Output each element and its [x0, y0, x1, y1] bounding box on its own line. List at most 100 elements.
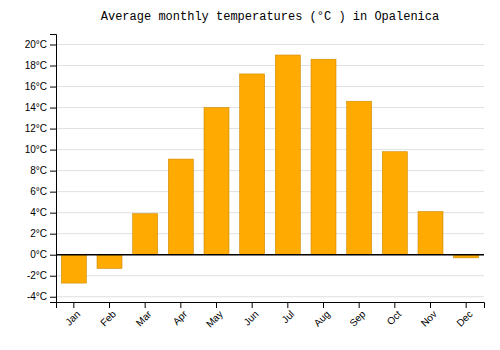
y-tick: 2°C — [30, 228, 56, 239]
x-tick-label: Jun — [241, 308, 260, 327]
x-tick: Jun — [241, 302, 260, 328]
y-tick: 4°C — [30, 207, 56, 218]
x-tick: Dec — [454, 302, 474, 329]
x-axis-line — [57, 303, 485, 309]
grid-line — [56, 128, 484, 129]
y-tick-label: -2°C — [27, 270, 47, 281]
grid-line — [56, 254, 484, 255]
x-tick: Feb — [98, 302, 118, 328]
bar — [240, 74, 265, 255]
x-tick-label: May — [204, 308, 225, 329]
grid-line — [56, 170, 484, 171]
y-tick-mark — [50, 297, 56, 298]
bar — [168, 159, 193, 255]
x-tick-label: Oct — [385, 308, 404, 327]
x-tick: Apr — [171, 302, 190, 327]
y-tick-mark — [50, 192, 56, 193]
grid-line — [56, 44, 484, 45]
x-tick-mark — [252, 302, 253, 308]
y-tick-label: 16°C — [25, 81, 47, 92]
x-tick-label: Dec — [454, 308, 474, 328]
x-tick-mark — [145, 302, 146, 308]
x-tick-mark — [109, 302, 110, 308]
grid-line — [56, 296, 484, 297]
y-tick-mark — [50, 129, 56, 130]
y-tick-label: 6°C — [30, 186, 47, 197]
x-tick-label: Apr — [171, 308, 190, 327]
y-tick: 10°C — [25, 144, 56, 155]
y-tick-mark — [50, 171, 56, 172]
y-tick: 16°C — [25, 81, 56, 92]
y-tick-mark — [50, 87, 56, 88]
y-tick-mark — [50, 66, 56, 67]
baseline — [56, 254, 484, 256]
y-tick-mark — [50, 213, 56, 214]
bar — [204, 108, 229, 255]
bar — [61, 255, 86, 283]
grid-line — [56, 149, 484, 150]
x-tick-label: Jul — [279, 308, 296, 325]
y-tick-label: 14°C — [25, 102, 47, 113]
x-tick-label: Mar — [134, 308, 154, 328]
y-tick: 14°C — [25, 102, 56, 113]
x-tick: Mar — [134, 302, 154, 328]
bars — [61, 55, 478, 283]
y-tick-mark — [50, 255, 56, 256]
y-tick-label: 4°C — [30, 207, 47, 218]
grid-line — [56, 107, 484, 108]
x-tick: Oct — [385, 302, 404, 327]
y-tick-label: 18°C — [25, 60, 47, 71]
grid-line — [56, 65, 484, 66]
y-tick-mark — [50, 45, 56, 46]
grid-line — [56, 86, 484, 87]
x-tick-mark — [466, 302, 467, 308]
x-tick-mark — [430, 302, 431, 308]
y-tick-label: 20°C — [25, 39, 47, 50]
bar — [311, 59, 336, 254]
x-axis: Jan Feb Mar Apr May Jun Jul Aug Sep Oct Nov Dec — [57, 302, 485, 330]
grid-line — [56, 191, 484, 192]
y-tick-label: -4°C — [27, 291, 47, 302]
y-tick: 6°C — [30, 186, 56, 197]
x-tick-label: Sep — [347, 308, 368, 329]
x-tick: Sep — [347, 302, 368, 329]
y-tick-label: 2°C — [30, 228, 47, 239]
x-tick-label: Aug — [312, 308, 332, 328]
y-tick: 0°C — [30, 249, 56, 260]
bar — [418, 212, 443, 255]
chart: -4°C -2°C 0°C 2°C 4°C 6°C 8°C 10°C 12°C 14°C 16°C 1… — [0, 0, 500, 350]
y-tick-mark — [50, 276, 56, 277]
grid — [56, 45, 484, 297]
x-tick: Nov — [419, 302, 439, 329]
y-axis: -4°C -2°C 0°C 2°C 4°C 6°C 8°C 10°C 12°C 14°C 16°C 1… — [25, 35, 57, 303]
y-tick-label: 8°C — [30, 165, 47, 176]
y-tick-mark — [50, 234, 56, 235]
y-tick-label: 0°C — [30, 249, 47, 260]
x-tick-mark — [394, 302, 395, 308]
y-tick-mark — [50, 108, 56, 109]
x-tick-label: Jan — [63, 308, 82, 327]
y-axis-line — [50, 35, 57, 303]
x-tick-mark — [73, 302, 74, 308]
bar — [133, 214, 158, 255]
title: Average monthly temperatures (°C ) in Op… — [101, 10, 439, 24]
x-tick: Aug — [312, 302, 332, 329]
bar — [275, 55, 300, 255]
grid-line — [56, 275, 484, 276]
x-tick-mark — [323, 302, 324, 308]
x-tick-label: Nov — [419, 308, 439, 328]
plot: -4°C -2°C 0°C 2°C 4°C 6°C 8°C 10°C 12°C 14°C 16°C 1… — [25, 35, 485, 330]
y-tick: 18°C — [25, 60, 56, 71]
x-tick-mark — [180, 302, 181, 308]
y-tick: 8°C — [30, 165, 56, 176]
x-tick-mark — [359, 302, 360, 308]
bar — [347, 101, 372, 254]
y-tick-label: 10°C — [25, 144, 47, 155]
x-tick-label: Feb — [98, 308, 118, 328]
y-tick: -4°C — [27, 291, 56, 302]
y-tick: 12°C — [25, 123, 56, 134]
x-tick: Jul — [279, 302, 296, 325]
y-tick-label: 12°C — [25, 123, 47, 134]
x-tick: May — [204, 302, 225, 330]
y-tick: -2°C — [27, 270, 56, 281]
